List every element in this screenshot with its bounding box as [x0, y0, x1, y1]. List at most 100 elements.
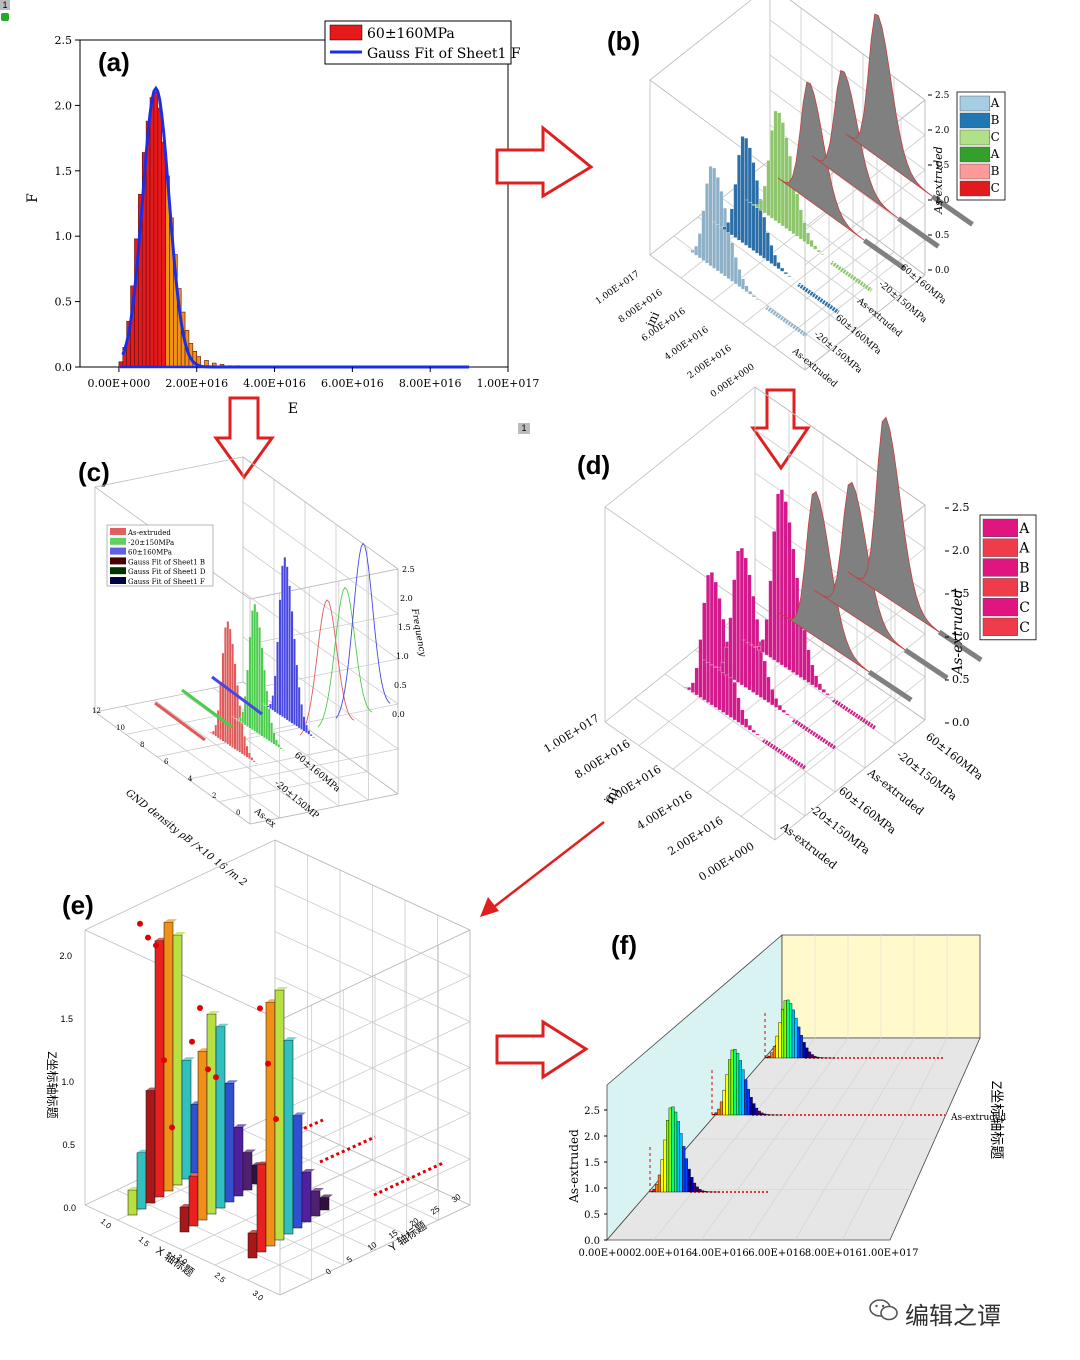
distribution-bar: [751, 295, 756, 298]
distribution-bar: [743, 557, 748, 688]
distribution-bar: [252, 760, 256, 763]
data-point: [189, 1038, 195, 1045]
distribution-bar: [209, 732, 213, 734]
panel-d-y-ticks: As-extruded-20±150MPa60±160MPaAs-extrude…: [777, 730, 985, 872]
data-point: [257, 1005, 263, 1012]
distribution-bar: [683, 686, 688, 688]
point-trail: [319, 1135, 376, 1164]
grid-line: [187, 748, 337, 780]
distribution-bar: [719, 191, 724, 274]
legend-swatch: [959, 146, 990, 163]
distribution-bar: [760, 639, 765, 653]
distribution-bar: [702, 602, 707, 701]
bar-3d: [247, 1232, 258, 1259]
panel-c-x-ticks: 0 2 4 6 8 10 12: [92, 707, 240, 817]
distribution-bar: [269, 703, 272, 709]
distribution-bar: [307, 730, 311, 735]
distribution-bar: [239, 717, 242, 722]
series-bar: [746, 1089, 750, 1116]
bar-top: [207, 1011, 220, 1014]
distribution-bar: [295, 664, 299, 727]
series-bar: [730, 1049, 734, 1116]
distribution-bar: [248, 752, 251, 759]
box-edge: [84, 1204, 281, 1296]
distribution-bar: [723, 207, 727, 277]
distribution-bar: [764, 619, 769, 656]
distribution-bar: [265, 690, 269, 740]
distribution-bar: [762, 660, 767, 701]
legend-box: [106, 524, 214, 587]
distribution-bar: [283, 556, 287, 719]
series-bar: [789, 1003, 793, 1059]
legend-swatch: [110, 577, 126, 584]
grid-line: [153, 699, 310, 813]
distribution-bar: [744, 137, 749, 246]
legend-swatch: [982, 598, 1018, 617]
bar-top: [284, 1037, 297, 1041]
data-point: [265, 1060, 271, 1067]
panel-d-label: (d): [577, 450, 610, 480]
watermark-text: 编辑之谭: [905, 1302, 1001, 1330]
panel-b-series: [679, 13, 974, 338]
x-tick-label: 4.00E+016: [634, 788, 694, 832]
z-tick-label: 1.0: [396, 652, 409, 661]
distribution-bar: [785, 713, 790, 716]
distribution-bar: [773, 110, 778, 221]
series-bar: [657, 1174, 661, 1193]
series-bar: [794, 1017, 798, 1059]
grid-line: [769, 19, 926, 136]
series-bar: [749, 1097, 753, 1116]
series-bar: [663, 1139, 667, 1193]
distribution-bar: [791, 548, 796, 673]
bar-3d: [256, 1164, 267, 1253]
y-tick-label: 0.0: [55, 361, 73, 374]
y-tick-label: 0.0: [584, 1236, 600, 1247]
bar-3d: [242, 1152, 253, 1191]
legend-swatch: [959, 129, 990, 146]
z-tick-label: 1.5: [935, 161, 950, 171]
z-tick-label: 2.5: [402, 565, 415, 574]
distribution-bar: [740, 709, 745, 726]
arrow-e-to-f: [495, 1019, 589, 1080]
distribution-bar: [245, 745, 249, 758]
grid-line: [774, 676, 926, 798]
y-tick-label: 1.0: [55, 230, 73, 243]
legend-label: A: [990, 96, 1000, 110]
legend-swatch: [110, 567, 126, 575]
data-point: [205, 1066, 211, 1073]
bar-3d: [136, 1152, 147, 1210]
bar-top: [164, 919, 177, 923]
distribution-bar: [720, 662, 725, 673]
box-edge: [604, 386, 756, 508]
distribution-bar: [733, 257, 738, 285]
bar-3d: [233, 1127, 244, 1197]
bar-3d: [188, 1175, 199, 1227]
distribution-bar: [732, 579, 737, 681]
series-bar: [717, 1108, 721, 1116]
series-bar: [810, 1054, 814, 1059]
panel-a-y-ticks: 0.0 0.5 1.0 1.5 2.0 2.5: [55, 34, 80, 374]
x-tick-label: 6: [164, 758, 169, 766]
arrow-a-to-b: [495, 124, 594, 199]
z-tick-label: 2.0: [935, 126, 950, 136]
x-tick-label: 6.00E+016: [748, 1248, 805, 1259]
distribution-bar: [829, 696, 834, 698]
distribution-bar: [755, 204, 760, 208]
series-bar: [786, 999, 790, 1059]
distribution-bar: [228, 628, 232, 747]
legend-label: As-extruded: [127, 529, 171, 537]
arrow-d-to-e-head: [480, 897, 499, 917]
grid-line: [774, 633, 926, 755]
distribution-bar: [729, 208, 734, 236]
series-bar: [668, 1107, 672, 1193]
x-tick-label: 0.00E+000: [88, 377, 151, 390]
panel-a-legend: 60±160MPa Gauss Fit of Sheet1 F: [324, 20, 521, 65]
x-tick-label: 1.00E+017: [594, 269, 642, 307]
back-projection-curve: [317, 586, 373, 728]
panel-e: (e) 0.0 0.5 1.0 1.5 2.0 Z坐标轴标题 1.0 1.5 2.0 2.5 3…: [45, 839, 471, 1303]
series-bar: [655, 1184, 659, 1193]
histogram-bar: [149, 97, 155, 368]
legend-label: 60±160MPa: [128, 549, 172, 557]
distribution-bar: [806, 649, 811, 683]
distribution-bar: [293, 638, 296, 725]
